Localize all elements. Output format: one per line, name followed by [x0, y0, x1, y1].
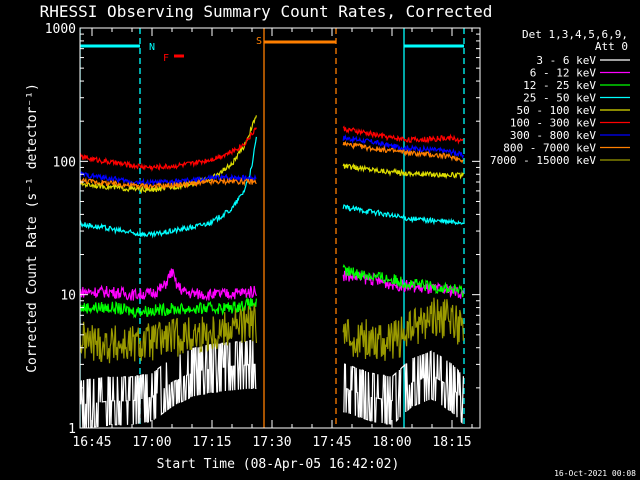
x-axis-label: Start Time (08-Apr-05 16:42:02): [157, 457, 400, 472]
x-tick-label-6: 18:15: [432, 435, 471, 450]
legend-label-5: 100 - 300 keV: [510, 117, 596, 130]
y-tick-label-0: 1: [68, 422, 76, 437]
series-800-7000-kev-seg-0: [80, 177, 257, 191]
series-25-50-kev-seg-1: [342, 204, 464, 226]
series-100-300-kev-seg-0: [80, 127, 257, 172]
flag-label-f: F: [163, 53, 169, 64]
series-12-25-kev-seg-1: [342, 263, 464, 298]
legend-header-0: Det 1,3,4,5,6,9,: [522, 28, 628, 41]
legend-label-4: 50 - 100 keV: [517, 104, 597, 117]
y-tick-label-3: 1000: [45, 22, 76, 37]
plot-body: NF S: [80, 28, 465, 428]
x-tick-label-0: 16:45: [72, 435, 111, 450]
series-12-25-kev-seg-0: [80, 296, 257, 319]
series-800-7000-kev-seg-1: [342, 140, 464, 164]
legend-label-1: 6 - 12 keV: [530, 67, 597, 80]
chart-title: RHESSI Observing Summary Count Rates, Co…: [40, 2, 493, 21]
series-3-6-kev-seg-1: [343, 350, 464, 425]
axes: 16:45 17:00 17:15 17:30 17:45 18:00 18:15 1 10 10…: [45, 22, 481, 450]
y-axis-label: Corrected Count Rate (s⁻¹ detector⁻¹): [25, 83, 40, 373]
legend-label-2: 12 - 25 keV: [523, 79, 596, 92]
legend-label-7: 800 - 7000 keV: [503, 142, 596, 155]
x-tick-label-1: 17:00: [132, 435, 171, 450]
plot-area: NF S: [80, 28, 465, 428]
x-tick-label-3: 17:30: [252, 435, 291, 450]
series-6-12-kev-seg-0: [80, 268, 257, 302]
series-50-100-kev-seg-0: [80, 115, 257, 194]
series-300-800-kev-seg-1: [342, 134, 464, 159]
legend-header-1: Att 0: [595, 40, 628, 53]
x-tick-label-5: 18:00: [372, 435, 411, 450]
x-tick-label-4: 17:45: [312, 435, 351, 450]
series-50-100-kev-seg-1: [342, 162, 464, 180]
series-25-50-kev-seg-0: [80, 136, 257, 239]
series-3-6-kev-seg-0: [80, 339, 257, 428]
y-tick-label-2: 100: [53, 155, 76, 170]
plot-frame: [79, 27, 481, 429]
series-100-300-kev-seg-1: [342, 125, 464, 145]
x-tick-label-2: 17:15: [192, 435, 231, 450]
legend-label-6: 300 - 800 keV: [510, 129, 596, 142]
timestamp: 16-Oct-2021 00:08: [554, 469, 636, 478]
legend-label-3: 25 - 50 keV: [523, 92, 596, 105]
flag-label-n: N: [149, 42, 155, 53]
y-tick-label-1: 10: [60, 289, 76, 304]
legend-label-8: 7000 - 15000 keV: [490, 154, 596, 167]
flag-label-s: S: [256, 36, 262, 47]
series-7000-15000-kev-seg-1: [342, 297, 464, 361]
legend-label-0: 3 - 6 keV: [536, 54, 596, 67]
series-7000-15000-kev-seg-0: [80, 304, 257, 364]
